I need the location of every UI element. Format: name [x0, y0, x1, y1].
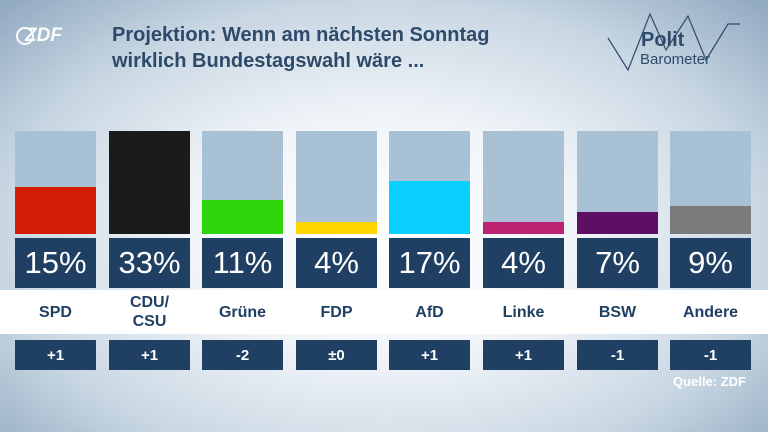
value-label-bsw: 7%: [577, 238, 658, 288]
bar-bsw: [577, 212, 658, 234]
politbarometer-word-1: Polit: [641, 29, 685, 51]
source-note: Quelle: ZDF: [673, 374, 746, 389]
category-label-linke: Linke: [502, 303, 545, 321]
value-label-fdp: 4%: [296, 238, 377, 288]
politbarometer-word-2: Barometer: [640, 51, 710, 68]
change-label-afd: +1: [389, 340, 470, 370]
category-label-cducsu: CDU/CSU: [129, 294, 170, 330]
bar-andere: [670, 206, 751, 234]
category-label-fdp: FDP: [320, 303, 353, 321]
bar-cducsu: [109, 131, 190, 234]
category-label-grüne: Grüne: [218, 303, 267, 321]
value-label-cducsu: 33%: [109, 238, 190, 288]
politbarometer-zigzag-icon: [607, 12, 740, 72]
bar-linke: [483, 222, 564, 234]
zdf-logo: ZDF: [16, 24, 62, 48]
politbarometer-logo: Polit Barometer: [607, 12, 740, 72]
chart-title: Projektion: Wenn am nächsten Sonntag wir…: [112, 22, 582, 74]
value-label-andere: 9%: [670, 238, 751, 288]
value-label-grüne: 11%: [202, 238, 283, 288]
change-label-spd: +1: [15, 340, 96, 370]
bar-grüne: [202, 200, 283, 234]
bar-track-andere: [670, 131, 751, 234]
category-label-bsw: BSW: [598, 303, 637, 321]
bar-track-grüne: [202, 131, 283, 234]
change-label-andere: -1: [670, 340, 751, 370]
bar-afd: [389, 181, 470, 234]
bar-track-spd: [15, 131, 96, 234]
value-label-afd: 17%: [389, 238, 470, 288]
bar-spd: [15, 187, 96, 234]
chart-title-line-2: wirklich Bundestagswahl wäre ...: [112, 50, 425, 72]
change-label-cducsu: +1: [109, 340, 190, 370]
change-label-linke: +1: [483, 340, 564, 370]
bar-track-afd: [389, 131, 470, 234]
value-label-spd: 15%: [15, 238, 96, 288]
chart-title-line-1: Projektion: Wenn am nächsten Sonntag: [112, 24, 490, 46]
bar-track-fdp: [296, 131, 377, 234]
category-label-afd: AfD: [415, 303, 444, 321]
bar-fdp: [296, 222, 377, 234]
change-label-fdp: ±0: [296, 340, 377, 370]
bar-track-cducsu: [109, 131, 190, 234]
value-label-linke: 4%: [483, 238, 564, 288]
bar-track-linke: [483, 131, 564, 234]
category-label-spd: SPD: [39, 303, 72, 321]
change-label-bsw: -1: [577, 340, 658, 370]
category-label-andere: Andere: [682, 303, 739, 321]
change-label-grüne: -2: [202, 340, 283, 370]
zdf-ring-icon: [16, 27, 34, 45]
party-label-strip: [0, 290, 768, 334]
bar-track-bsw: [577, 131, 658, 234]
zdf-logo-text: ZDF: [25, 25, 62, 46]
